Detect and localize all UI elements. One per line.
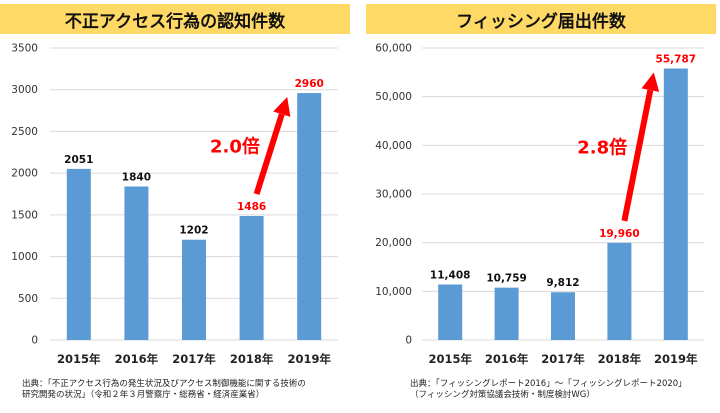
y-tick-label: 30,000: [375, 189, 412, 201]
growth-arrow-head: [641, 72, 660, 92]
y-tick-label: 500: [18, 293, 38, 305]
x-tick-label: 2019年: [654, 352, 698, 366]
y-tick-label: 3500: [11, 43, 38, 55]
x-tick-label: 2016年: [115, 352, 159, 366]
y-tick-label: 2000: [11, 168, 38, 180]
y-tick-label: 60,000: [375, 43, 412, 55]
x-tick-label: 2015年: [428, 352, 472, 366]
gridlines: 0 500 1000 1500 2000 2500 3000 3500: [11, 43, 338, 347]
source-line: （フィッシング対策協議会技術・制度検討WG）: [410, 390, 595, 400]
x-tick-label: 2017年: [541, 352, 585, 366]
growth-arrow-shaft: [621, 89, 654, 222]
source-line: 出典：「不正アクセス行為の発生状況及びアクセス制御機能に関する技術の: [22, 379, 306, 389]
y-tick-label: 2500: [11, 126, 38, 138]
x-tick-label: 2015年: [57, 352, 101, 366]
bar-chart-unauthorized-access: 0 500 1000 1500 2000 2500 3000 3500 2051 2015年 184…: [11, 43, 338, 366]
bar: [66, 168, 91, 340]
data-label: 2051: [64, 154, 93, 166]
data-label: 11,408: [430, 269, 471, 281]
bar: [607, 242, 632, 340]
bar: [182, 239, 206, 340]
y-tick-label: 3000: [11, 84, 38, 96]
bar: [438, 284, 463, 340]
data-label: 2960: [295, 78, 324, 90]
y-tick-label: 50,000: [375, 91, 412, 103]
bar: [663, 68, 688, 340]
y-tick-label: 1500: [11, 209, 38, 221]
data-label: 1840: [122, 171, 151, 183]
y-tick-label: 40,000: [375, 140, 412, 152]
growth-arrow-shaft: [253, 113, 285, 195]
gridlines: 0 10,000 20,000 30,000 40,000 50,000 60,000: [375, 43, 704, 347]
x-tick-label: 2019年: [287, 352, 331, 366]
data-label: 10,759: [486, 273, 527, 285]
bar: [494, 287, 519, 340]
bar: [297, 93, 322, 341]
y-tick-label: 0: [31, 335, 38, 347]
y-tick-label: 10,000: [375, 286, 412, 298]
growth-annotation: 2.0倍: [210, 136, 260, 158]
data-label: 19,960: [599, 228, 640, 240]
source-note: 出典：「フィッシングレポート2016」～「フィッシングレポート2020」 （フィ…: [410, 379, 710, 401]
chart-panel-unauthorized-access: 不正アクセス行為の認知件数 0 500 1000 1500 2000 2500 3000 35…: [0, 0, 350, 413]
bar: [551, 292, 575, 340]
bar: [124, 186, 149, 340]
y-tick-label: 1000: [11, 251, 38, 263]
bar: [239, 216, 264, 340]
x-tick-label: 2018年: [598, 352, 642, 366]
y-tick-label: 20,000: [375, 237, 412, 249]
x-tick-label: 2018年: [230, 352, 274, 366]
data-label: 9,812: [546, 277, 579, 289]
data-label: 55,787: [656, 54, 697, 66]
y-tick-label: 0: [405, 335, 412, 347]
source-note: 出典：「不正アクセス行為の発生状況及びアクセス制御機能に関する技術の 研究開発の…: [22, 379, 342, 401]
growth-arrow-head: [273, 97, 291, 117]
data-label: 1486: [237, 201, 266, 213]
chart-title: 不正アクセス行為の認知件数: [0, 4, 350, 34]
x-tick-label: 2016年: [485, 352, 529, 366]
source-line: 研究開発の状況」（令和２年３月警察庁・総務省・経済産業省）: [22, 390, 265, 400]
growth-annotation: 2.8倍: [577, 137, 627, 159]
source-line: 出典：「フィッシングレポート2016」～「フィッシングレポート2020」: [410, 379, 687, 389]
chart-title: フィッシング届出件数: [366, 4, 716, 34]
bar-chart-phishing-reports: 0 10,000 20,000 30,000 40,000 50,000 60,000 11,…: [375, 43, 704, 366]
x-tick-label: 2017年: [172, 352, 216, 366]
chart-panel-phishing-reports: フィッシング届出件数 0 10,000 20,000 30,000 40,000 50,0…: [366, 0, 716, 413]
data-label: 1202: [179, 225, 208, 237]
